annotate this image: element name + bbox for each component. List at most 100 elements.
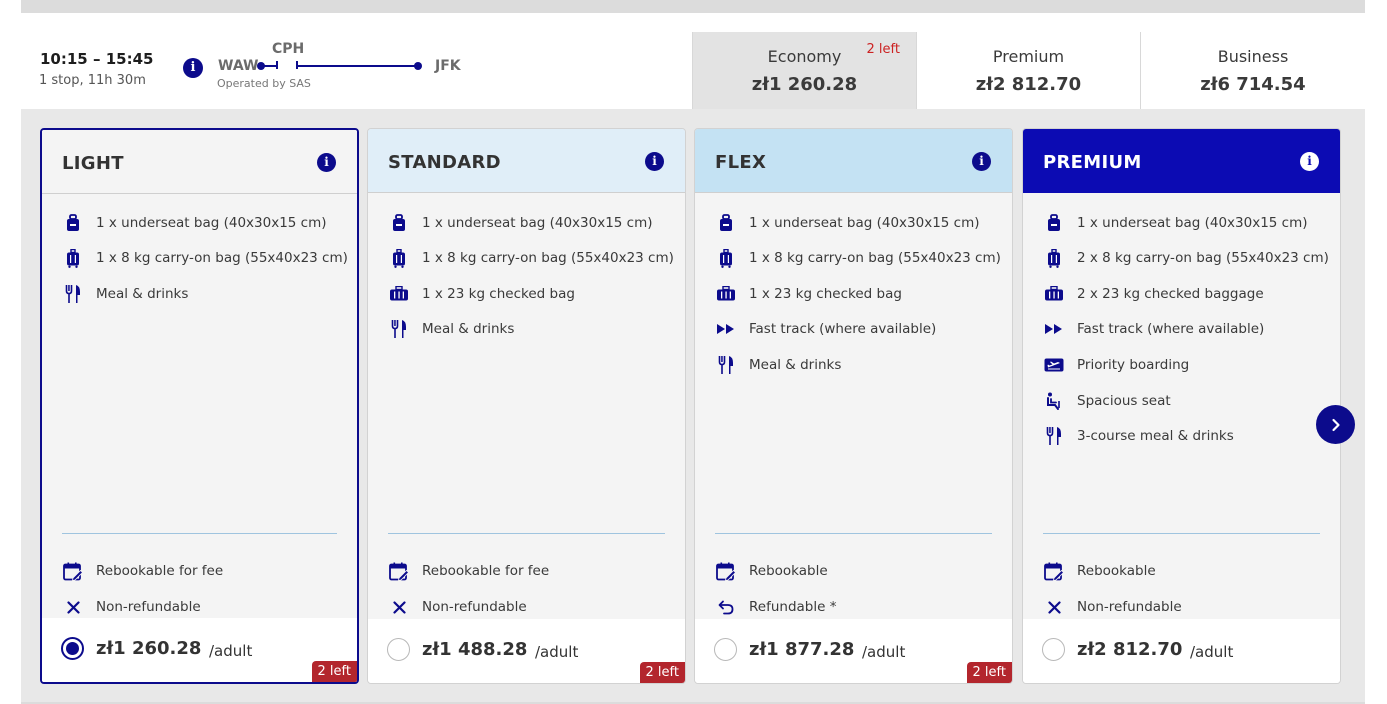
bottom-separator <box>21 702 1365 704</box>
cabin-price: zł1 260.28 <box>751 74 858 95</box>
fare-title: PREMIUM <box>1043 152 1142 173</box>
fare-feature-text: 1 x underseat bag (40x30x15 cm) <box>422 215 653 231</box>
refund-arrow-icon <box>715 597 737 617</box>
fare-feature-text: Meal & drinks <box>749 357 842 373</box>
fare-price-unit: /adult <box>862 643 906 661</box>
fare-price: zł1 877.28 <box>749 639 855 660</box>
underseat-bag-icon <box>715 213 737 233</box>
seat-icon <box>1043 391 1065 411</box>
fare-feature-text: 1 x underseat bag (40x30x15 cm) <box>1077 215 1308 231</box>
via-airport: CPH <box>272 41 305 57</box>
seats-left-badge: 2 left <box>311 661 357 682</box>
fare-info-icon[interactable]: i <box>645 152 664 171</box>
fare-feature-text: 2 x 8 kg carry-on bag (55x40x23 cm) <box>1077 250 1329 266</box>
checked-bag-icon <box>388 284 410 304</box>
checked-bag-icon <box>715 284 737 304</box>
fare-card-flex[interactable]: FLEX i 1 x underseat bag (40x30x15 cm) 1 x … <box>694 128 1013 684</box>
fare-card-header: STANDARD i <box>368 129 685 193</box>
fare-condition-text: Non-refundable <box>1077 599 1182 615</box>
fast-track-icon <box>1043 319 1065 339</box>
cabin-premium[interactable]: Premium zł2 812.70 <box>916 32 1140 109</box>
fare-feature-text: 1 x 8 kg carry-on bag (55x40x23 cm) <box>749 250 1001 266</box>
fare-feature-text: 1 x 8 kg carry-on bag (55x40x23 cm) <box>422 250 674 266</box>
flight-info-icon[interactable]: i <box>183 58 203 78</box>
fare-card-footer: zł1 488.28/adult 2 left <box>368 619 685 683</box>
priority-boarding-icon <box>1043 355 1065 375</box>
fare-card-standard[interactable]: STANDARD i 1 x underseat bag (40x30x15 cm)… <box>367 128 686 684</box>
fare-title: STANDARD <box>388 152 501 173</box>
fare-card-light[interactable]: LIGHT i 1 x underseat bag (40x30x15 cm) 1 x… <box>40 128 359 684</box>
flight-stops-duration: 1 stop, 11h 30m <box>39 73 146 88</box>
origin-dot <box>257 62 265 70</box>
fare-condition-text: Rebookable for fee <box>96 563 224 579</box>
carry-on-bag-icon <box>62 248 84 268</box>
fare-price: zł1 488.28 <box>422 639 528 660</box>
layover-tick-end <box>296 61 298 69</box>
underseat-bag-icon <box>1043 213 1065 233</box>
fare-info-icon[interactable]: i <box>972 152 991 171</box>
fare-condition-text: Rebookable for fee <box>422 563 550 579</box>
fare-select-radio[interactable] <box>61 637 84 660</box>
cabin-economy[interactable]: Economy 2 left zł1 260.28 <box>692 32 916 109</box>
fare-price-unit: /adult <box>535 643 579 661</box>
seats-left-label: 2 left <box>866 42 900 57</box>
route-line <box>261 65 419 67</box>
fare-price: zł2 812.70 <box>1077 639 1183 660</box>
chevron-right-icon <box>1331 418 1340 431</box>
feature-divider <box>715 533 992 534</box>
meal-icon <box>1043 426 1065 446</box>
cabin-price: zł2 812.70 <box>975 74 1082 95</box>
fare-feature-text: 1 x underseat bag (40x30x15 cm) <box>96 215 327 231</box>
meal-icon <box>715 355 737 375</box>
fare-card-footer: zł1 877.28/adult 2 left <box>695 619 1012 683</box>
cabin-name: Economy <box>767 47 842 66</box>
layover-tick-start <box>276 61 278 69</box>
feature-divider <box>62 533 337 534</box>
calendar-edit-icon <box>1043 561 1065 581</box>
fare-select-radio[interactable] <box>1042 638 1065 661</box>
feature-divider <box>388 533 665 534</box>
seats-left-badge: 2 left <box>639 662 685 683</box>
fare-feature-text: 1 x 23 kg checked bag <box>749 286 902 302</box>
fare-card-footer: zł1 260.28/adult 2 left <box>42 618 357 682</box>
flight-summary-row: 10:15 – 15:45 1 stop, 11h 30m i WAW CPH … <box>21 32 1365 109</box>
cabin-name: Premium <box>992 47 1065 66</box>
cabin-business[interactable]: Business zł6 714.54 <box>1140 32 1365 109</box>
fare-card-header: LIGHT i <box>42 130 357 194</box>
calendar-edit-icon <box>715 561 737 581</box>
fare-condition-text: Non-refundable <box>96 599 201 615</box>
fare-select-radio[interactable] <box>714 638 737 661</box>
fare-feature-text: Fast track (where available) <box>1077 321 1265 337</box>
calendar-edit-icon <box>62 561 84 581</box>
close-icon <box>388 597 410 617</box>
fare-condition-text: Non-refundable <box>422 599 527 615</box>
fare-card-premium[interactable]: PREMIUM i 1 x underseat bag (40x30x15 cm) 2… <box>1022 128 1341 684</box>
destination-airport: JFK <box>435 58 461 74</box>
fare-price-unit: /adult <box>209 642 253 660</box>
fare-feature-text: 2 x 23 kg checked baggage <box>1077 286 1264 302</box>
checked-bag-icon <box>1043 284 1065 304</box>
fare-condition-text: Rebookable <box>1077 563 1156 579</box>
fare-info-icon[interactable]: i <box>1300 152 1319 171</box>
next-fares-button[interactable] <box>1316 405 1355 444</box>
top-separator <box>21 0 1365 13</box>
close-icon <box>1043 597 1065 617</box>
underseat-bag-icon <box>388 213 410 233</box>
fare-feature-text: 1 x underseat bag (40x30x15 cm) <box>749 215 980 231</box>
fare-feature-text: 1 x 23 kg checked bag <box>422 286 575 302</box>
carry-on-bag-icon <box>715 248 737 268</box>
fare-info-icon[interactable]: i <box>317 153 336 172</box>
fare-feature-text: 3-course meal & drinks <box>1077 428 1234 444</box>
fare-card-header: FLEX i <box>695 129 1012 193</box>
origin-airport: WAW <box>218 58 259 74</box>
fare-select-radio[interactable] <box>387 638 410 661</box>
cabin-name: Business <box>1217 47 1289 66</box>
underseat-bag-icon <box>62 213 84 233</box>
operated-by: Operated by SAS <box>217 77 311 90</box>
fare-card-footer: zł2 812.70/adult <box>1023 619 1340 683</box>
meal-icon <box>62 284 84 304</box>
fare-title: LIGHT <box>62 153 124 174</box>
fare-condition-text: Refundable * <box>749 599 837 615</box>
fare-options-panel: LIGHT i 1 x underseat bag (40x30x15 cm) 1 x… <box>21 109 1365 704</box>
close-icon <box>62 597 84 617</box>
